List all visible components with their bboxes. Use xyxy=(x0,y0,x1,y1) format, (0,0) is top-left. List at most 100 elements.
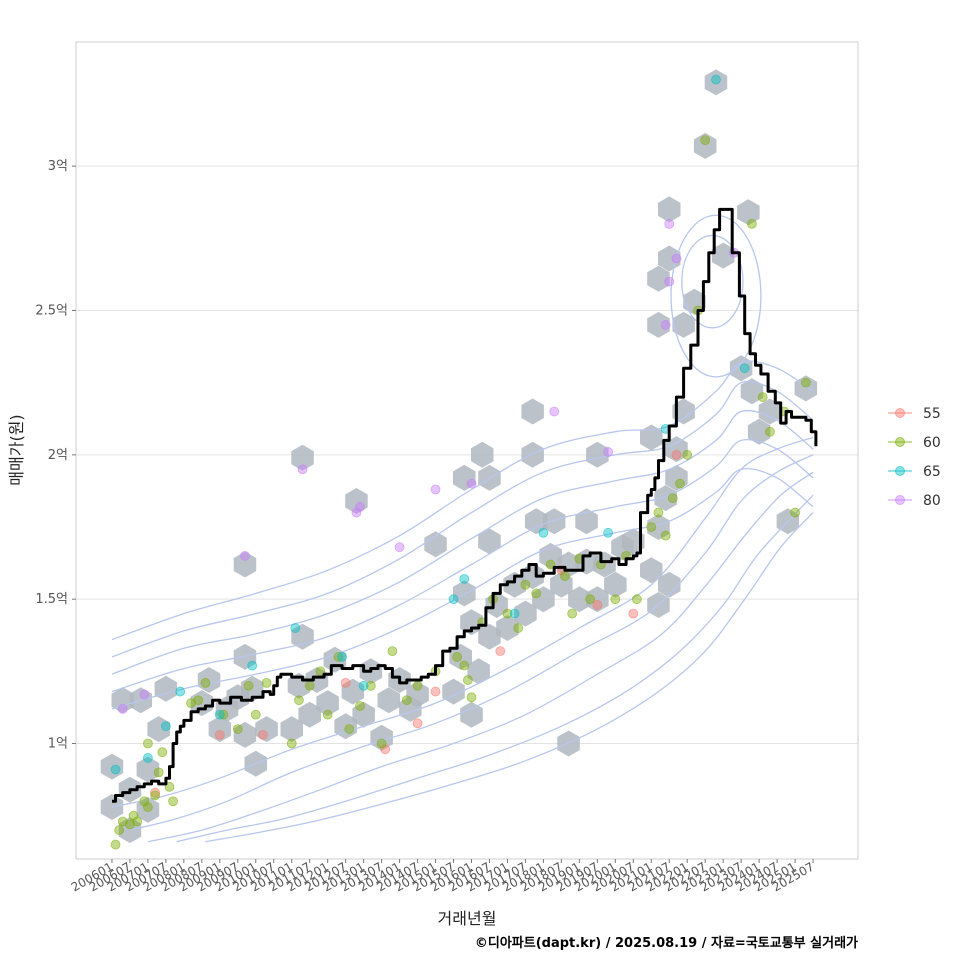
hexbin-cell xyxy=(747,418,771,445)
point-60 xyxy=(150,790,160,801)
point-60 xyxy=(466,692,477,703)
point-60 xyxy=(790,507,800,518)
point-80 xyxy=(297,464,308,475)
point-60 xyxy=(682,449,693,460)
legend: 55 60 65 80 xyxy=(888,406,941,509)
point-65 xyxy=(739,363,750,374)
hexbin-cell xyxy=(665,464,688,491)
point-60 xyxy=(128,810,139,821)
point-80 xyxy=(549,406,560,417)
hexbin-cell xyxy=(683,288,706,315)
point-80 xyxy=(466,478,477,489)
point-60 xyxy=(333,652,344,662)
point-55 xyxy=(495,646,506,657)
density-contour xyxy=(111,439,814,693)
point-80 xyxy=(671,253,682,264)
hexbin-cell xyxy=(136,796,160,823)
hexbin-cell xyxy=(233,721,257,748)
hexbin-cell xyxy=(478,623,501,650)
point-65 xyxy=(247,660,258,671)
point-65 xyxy=(603,527,614,538)
y-tick-label: 3억 xyxy=(48,159,68,174)
point-60 xyxy=(675,478,685,489)
hexbin-cell xyxy=(316,690,339,717)
legend-item-55: 55 xyxy=(888,406,941,422)
point-80 xyxy=(240,550,250,561)
hexbin-cell xyxy=(352,701,375,728)
hexbin-cell xyxy=(233,643,257,670)
point-60 xyxy=(757,392,768,402)
legend-label: 80 xyxy=(923,493,941,509)
legend-label: 60 xyxy=(923,435,941,451)
y-axis-title: 매매가(원) xyxy=(7,414,26,485)
hexbin-cell xyxy=(640,557,663,584)
point-65 xyxy=(290,623,301,633)
point-60 xyxy=(125,819,135,830)
point-60 xyxy=(800,377,811,388)
density-contour xyxy=(129,454,814,831)
y-tick-label: 1.5억 xyxy=(35,592,68,607)
hexbin-cell xyxy=(575,508,598,535)
hexbin-cell xyxy=(305,667,329,693)
point-60 xyxy=(143,802,153,812)
point-60 xyxy=(365,680,376,691)
point-55 xyxy=(412,718,423,729)
hexbin-cell xyxy=(593,551,616,578)
point-80 xyxy=(430,484,441,495)
hexbin-cell xyxy=(658,571,681,598)
point-60 xyxy=(304,680,315,691)
point-60 xyxy=(660,530,671,541)
hexbin-cell xyxy=(341,678,365,705)
hexbin-cell xyxy=(740,378,764,405)
hexbin-cell xyxy=(424,531,447,558)
hexbin-cell xyxy=(521,441,544,468)
point-60 xyxy=(700,135,711,146)
point-60 xyxy=(667,493,678,504)
point-60 xyxy=(502,608,513,619)
point-60 xyxy=(157,747,168,758)
point-60 xyxy=(294,695,304,706)
point-60 xyxy=(412,680,423,691)
density-contour xyxy=(205,512,814,843)
point-60 xyxy=(114,825,125,836)
point-60 xyxy=(200,677,211,688)
point-55 xyxy=(671,449,682,460)
hexbin-cell xyxy=(737,199,760,226)
point-60 xyxy=(560,571,570,581)
point-60 xyxy=(153,767,164,778)
trend-line-layer xyxy=(112,207,818,803)
hexbin-cell xyxy=(622,528,645,555)
hexbin-cell xyxy=(233,551,257,578)
panel-background xyxy=(75,41,859,860)
hexbin-cell xyxy=(665,436,688,463)
hexbin-cell xyxy=(136,756,160,783)
point-60 xyxy=(322,709,333,720)
point-55 xyxy=(258,729,268,740)
trend-line xyxy=(112,207,818,803)
hexbin-cell xyxy=(758,398,782,425)
hexbin-cell xyxy=(147,716,170,743)
x-axis-title: 거래년월 xyxy=(438,909,497,928)
legend-key-dot xyxy=(895,437,905,447)
caption: ©디아파트(dapt.kr) / 2025.08.19 / 자료=국토교통부 실… xyxy=(475,935,858,951)
hexbin-cell xyxy=(672,311,695,338)
hexbin-cell xyxy=(280,716,303,743)
density-contour xyxy=(111,436,814,808)
point-55 xyxy=(430,686,441,697)
hexbin-cell xyxy=(485,592,508,618)
point-60 xyxy=(520,579,531,590)
y-tick-label: 2.5억 xyxy=(35,303,68,318)
hexbin-cell xyxy=(640,424,663,451)
hexbin-cell xyxy=(711,242,735,269)
point-65 xyxy=(337,652,347,662)
hexbin-cell xyxy=(514,600,537,627)
hexbin-cell xyxy=(503,571,526,598)
point-60 xyxy=(243,680,254,691)
point-80 xyxy=(117,703,128,714)
legend-item-65: 65 xyxy=(888,464,941,480)
hexbin-cell xyxy=(478,528,501,555)
point-80 xyxy=(660,320,671,330)
point-60 xyxy=(646,522,657,532)
hexbin-cell xyxy=(208,716,232,743)
point-55 xyxy=(340,677,351,688)
